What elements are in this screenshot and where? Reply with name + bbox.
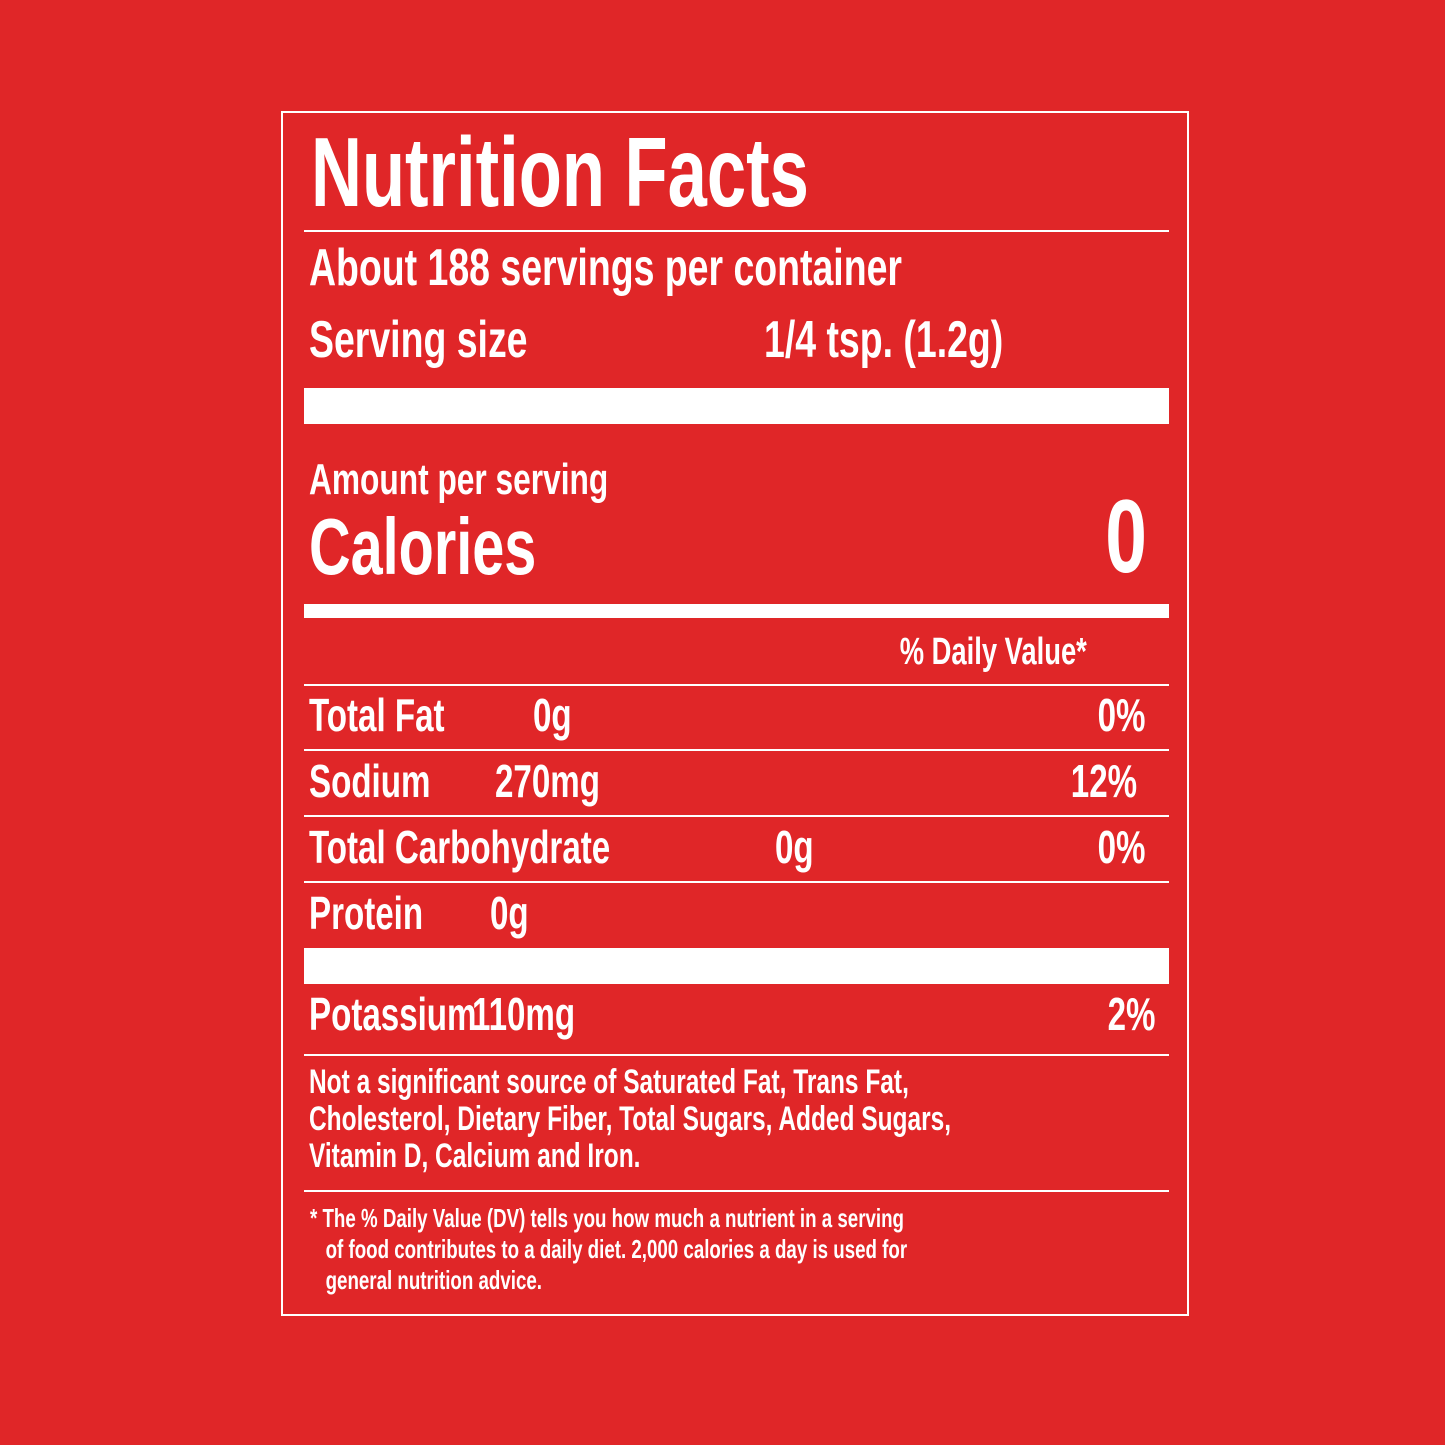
nutrient-amount-potassium: 110mg <box>472 988 576 1040</box>
divider <box>304 684 1169 686</box>
calories-value: 0 <box>1105 479 1147 595</box>
medium-bar <box>304 604 1169 618</box>
nutrient-amount-protein: 0g <box>490 887 529 939</box>
nutrient-dv-total-fat: 0% <box>1097 689 1145 741</box>
daily-value-header: % Daily Value* <box>899 631 1087 673</box>
nutrient-amount-total-fat: 0g <box>533 689 572 741</box>
nutrient-amount-total-carbohydrate: 0g <box>775 821 814 873</box>
divider <box>304 1190 1169 1192</box>
amount-per-serving: Amount per serving <box>309 455 609 504</box>
calories-label: Calories <box>309 502 537 591</box>
daily-value-footnote: * The % Daily Value (DV) tells you how m… <box>310 1203 908 1295</box>
serving-size-value: 1/4 tsp. (1.2g) <box>764 311 1004 369</box>
nutrient-name-total-fat: Total Fat <box>309 689 445 741</box>
nutrition-label-frame <box>281 111 1189 1316</box>
nutrient-name-total-carbohydrate: Total Carbohydrate <box>309 821 611 873</box>
serving-size-label: Serving size <box>309 311 528 369</box>
divider <box>304 881 1169 883</box>
label-title: Nutrition Facts <box>311 117 809 227</box>
nutrient-amount-sodium: 270mg <box>495 755 600 807</box>
nutrient-name-protein: Protein <box>309 887 424 939</box>
not-significant-source-note: Not a significant source of Saturated Fa… <box>309 1063 952 1175</box>
divider <box>304 749 1169 751</box>
thick-bar <box>304 948 1169 984</box>
nutrient-name-potassium: Potassium <box>309 988 477 1040</box>
divider <box>304 230 1169 232</box>
divider <box>304 1054 1169 1056</box>
nutrient-name-sodium: Sodium <box>309 755 431 807</box>
servings-per-container: About 188 servings per container <box>309 239 902 297</box>
nutrient-dv-total-carbohydrate: 0% <box>1097 821 1145 873</box>
nutrient-dv-sodium: 12% <box>1070 755 1137 807</box>
nutrient-dv-potassium: 2% <box>1107 988 1155 1040</box>
divider <box>304 815 1169 817</box>
thick-bar <box>304 388 1169 424</box>
